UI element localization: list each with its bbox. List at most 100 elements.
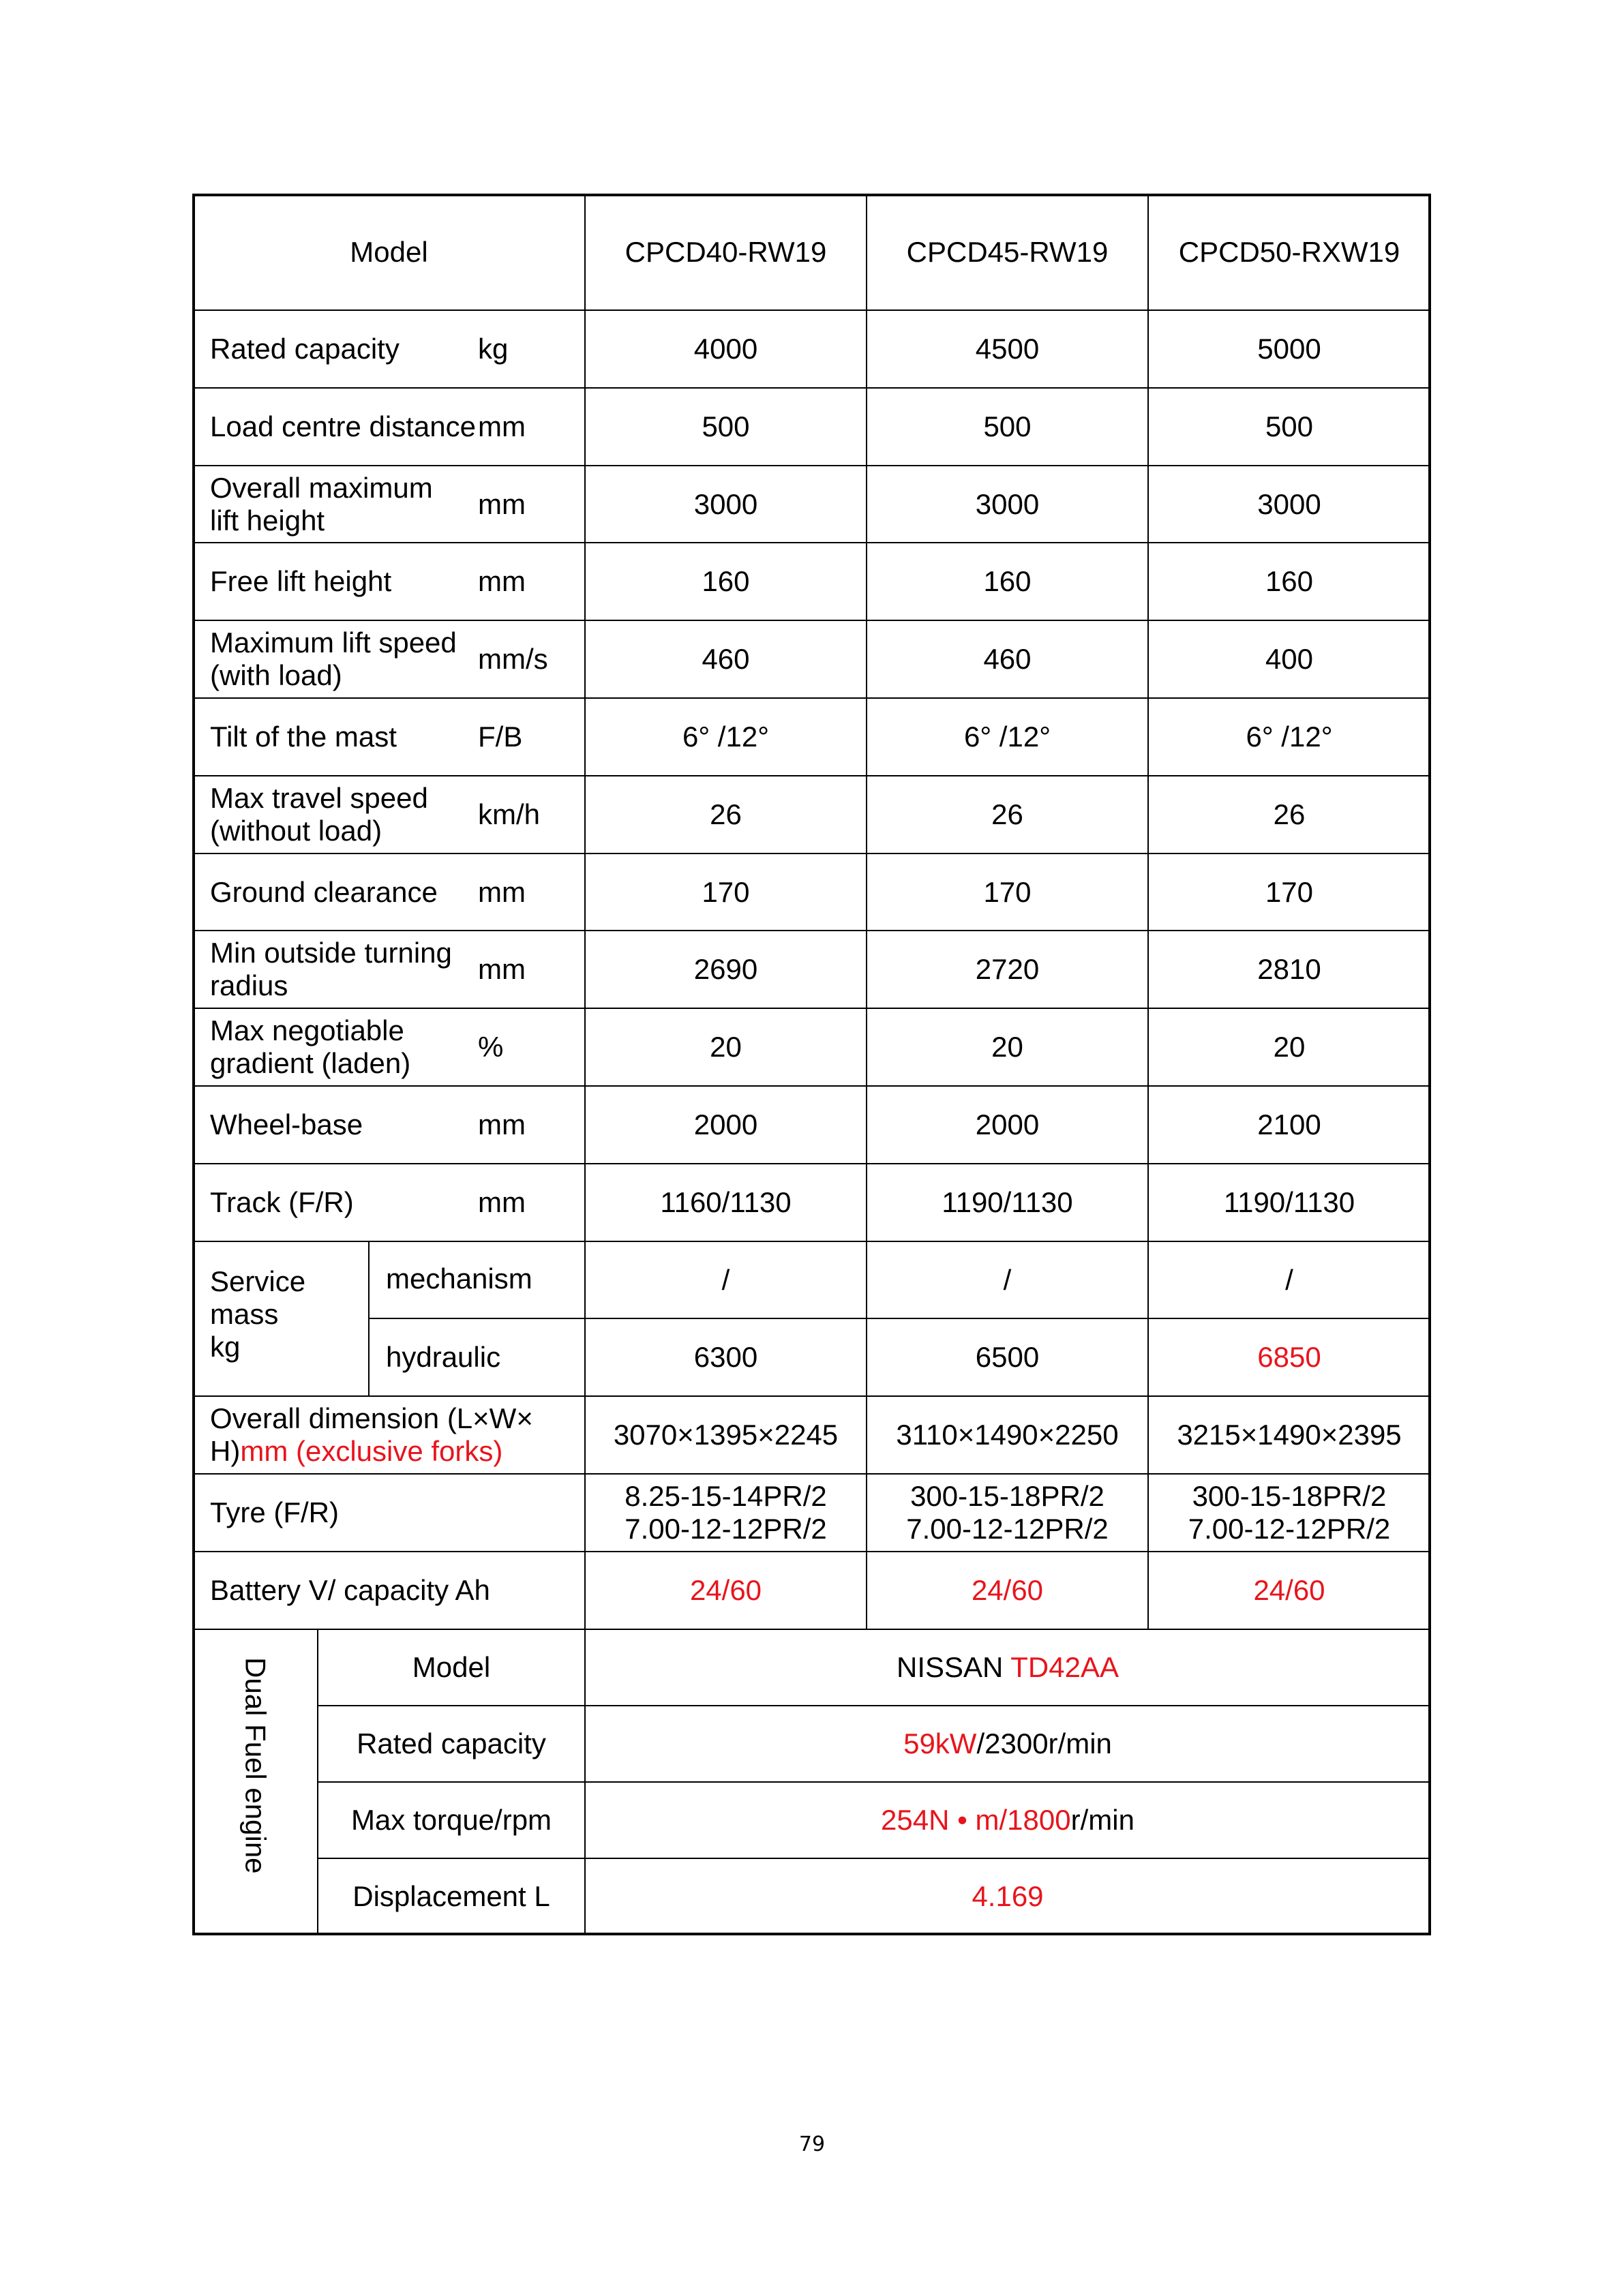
row-label-cell: Overall dimension (L×W× H)mm (exclusive … xyxy=(192,1395,586,1475)
engine-label-cell: Dual Fuel engine xyxy=(192,1629,318,1935)
spec-value-cell: 460 xyxy=(866,620,1149,699)
spec-value: 300-15-18PR/2 7.00-12-12PR/2 xyxy=(906,1480,1109,1545)
service-mass-sub-label-cell: mechanism xyxy=(368,1241,586,1319)
spec-value-cell: 170 xyxy=(584,853,867,931)
spec-value-cell: 400 xyxy=(1147,620,1431,699)
spec-value-cell: 6° /12° xyxy=(1147,697,1431,776)
engine-spec-label: Rated capacity xyxy=(357,1727,546,1759)
spec-unit: mm xyxy=(478,1186,526,1218)
spec-value-cell: 24/60 xyxy=(1147,1551,1431,1630)
engine-spec-value: 59kW/2300r/min xyxy=(903,1727,1112,1760)
engine-spec-value: 254N • m/1800r/min xyxy=(881,1804,1134,1837)
overall-dimension-label: Overall dimension (L×W× H)mm (exclusive … xyxy=(210,1402,533,1468)
spec-label: Overall maximum lift height xyxy=(210,471,433,537)
spec-value-cell: / xyxy=(1147,1241,1431,1319)
header-model-2: CPCD45-RW19 xyxy=(866,194,1149,311)
spec-value-cell: 6° /12° xyxy=(866,697,1149,776)
spec-value: 500 xyxy=(702,410,750,442)
spec-label: Track (F/R) xyxy=(210,1186,354,1218)
spec-value: 170 xyxy=(1265,875,1314,908)
spec-value-cell: 1160/1130 xyxy=(584,1163,867,1242)
spec-value-cell: 500 xyxy=(866,387,1149,466)
value-part: NISSAN xyxy=(896,1651,1011,1683)
spec-value: 6° /12° xyxy=(963,721,1051,753)
value-part: 254N • m/1800 xyxy=(881,1804,1071,1836)
spec-value: 24/60 xyxy=(1253,1574,1325,1606)
spec-label: Ground clearance xyxy=(210,875,438,908)
spec-value: 26 xyxy=(991,798,1023,830)
spec-value-cell: 6300 xyxy=(584,1318,867,1397)
spec-value-cell: 20 xyxy=(866,1008,1149,1087)
spec-label: Max negotiable gradient (laden) xyxy=(210,1014,411,1079)
spec-label: Wheel-base xyxy=(210,1108,363,1141)
spec-value-cell: 6° /12° xyxy=(584,697,867,776)
row-label-cell: Tilt of the mast F/B xyxy=(192,697,586,776)
spec-value: 500 xyxy=(983,410,1032,442)
row-label-cell: Wheel-base mm xyxy=(192,1085,586,1164)
engine-sub-label-cell: Displacement L xyxy=(317,1858,586,1935)
spec-value-cell: 170 xyxy=(1147,853,1431,931)
spec-unit: kg xyxy=(478,333,509,365)
spec-value: 2720 xyxy=(975,953,1040,985)
service-mass-sub-label-cell: hydraulic xyxy=(368,1318,586,1397)
service-mass-label-cell: Service mass kg xyxy=(192,1241,370,1397)
overall-dimension-note: mm (exclusive forks) xyxy=(240,1435,503,1467)
header-model-1: CPCD40-RW19 xyxy=(584,194,867,311)
spec-value-cell: 5000 xyxy=(1147,309,1431,389)
engine-spec-value: 4.169 xyxy=(972,1880,1043,1913)
spec-value: 2000 xyxy=(975,1108,1040,1141)
engine-value-cell: 254N • m/1800r/min xyxy=(584,1781,1431,1859)
row-label-cell: Tyre (F/R) xyxy=(192,1473,586,1552)
spec-value: 460 xyxy=(983,643,1032,675)
spec-value: 4500 xyxy=(975,333,1040,365)
spec-value-cell: 2100 xyxy=(1147,1085,1431,1164)
spec-value: 160 xyxy=(702,565,750,597)
spec-unit: % xyxy=(478,1031,504,1063)
spec-value-cell: 24/60 xyxy=(584,1551,867,1630)
spec-value-cell: 4500 xyxy=(866,309,1149,389)
spec-value-cell: 2690 xyxy=(584,930,867,1009)
spec-value: 460 xyxy=(702,643,750,675)
spec-value-cell: 24/60 xyxy=(866,1551,1149,1630)
spec-value-cell: 26 xyxy=(866,775,1149,854)
spec-value-cell: 2000 xyxy=(866,1085,1149,1164)
spec-label: Tilt of the mast xyxy=(210,721,397,753)
spec-value: 2690 xyxy=(693,953,758,985)
spec-value: 170 xyxy=(983,875,1032,908)
spec-value: 3215×1490×2395 xyxy=(1177,1419,1402,1451)
spec-value: 3000 xyxy=(693,487,758,520)
spec-unit: mm xyxy=(478,487,526,520)
row-label-cell: Ground clearance mm xyxy=(192,853,586,931)
spec-value-cell: 20 xyxy=(1147,1008,1431,1087)
spec-value: 160 xyxy=(1265,565,1314,597)
service-mass-label: Service mass kg xyxy=(210,1265,306,1363)
page-number: 79 xyxy=(798,2132,826,2156)
spec-value: 400 xyxy=(1265,643,1314,675)
spec-value-cell: 3000 xyxy=(866,465,1149,543)
spec-value-cell: 1190/1130 xyxy=(1147,1163,1431,1242)
header-model-cell: Model xyxy=(192,194,586,311)
spec-value-cell: / xyxy=(584,1241,867,1319)
value-part: 4.169 xyxy=(972,1880,1044,1912)
spec-value-cell: 26 xyxy=(1147,775,1431,854)
spec-value-cell: 1190/1130 xyxy=(866,1163,1149,1242)
spec-value: 4000 xyxy=(693,333,758,365)
row-label-cell: Track (F/R) mm xyxy=(192,1163,586,1242)
spec-label: Load centre distance xyxy=(210,410,476,442)
row-label-cell: Min outside turning radius mm xyxy=(192,930,586,1009)
spec-value-cell: 6850 xyxy=(1147,1318,1431,1397)
model-name: CPCD40-RW19 xyxy=(625,236,827,268)
spec-value: 1190/1130 xyxy=(942,1186,1073,1218)
spec-value-cell: 2000 xyxy=(584,1085,867,1164)
spec-value: 3000 xyxy=(975,487,1040,520)
spec-value-cell: 3000 xyxy=(584,465,867,543)
spec-value: 2100 xyxy=(1257,1108,1321,1141)
spec-value: 6850 xyxy=(1257,1341,1321,1373)
spec-value: 6° /12° xyxy=(1246,721,1333,753)
spec-value-cell: 8.25-15-14PR/2 7.00-12-12PR/2 xyxy=(584,1473,867,1552)
spec-value: 3000 xyxy=(1257,487,1321,520)
spec-value: 160 xyxy=(983,565,1032,597)
engine-spec-label: Displacement L xyxy=(352,1880,550,1912)
spec-value-cell: 160 xyxy=(1147,542,1431,621)
spec-value: 2810 xyxy=(1257,953,1321,985)
